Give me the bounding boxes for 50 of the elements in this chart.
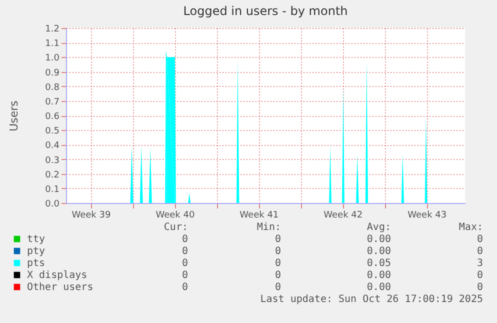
text: 0 [476, 234, 483, 245]
text: 0 [182, 270, 188, 281]
text: 0 [274, 270, 281, 281]
y-tick-label: 1.1 [45, 39, 60, 50]
text: 0.00 [366, 282, 391, 293]
legend-label: Other users [27, 282, 94, 293]
text: Min: [256, 222, 281, 233]
y-tick-label: 0.5 [45, 126, 60, 137]
x-tick-label: Week 43 [408, 210, 447, 220]
x-tick-label: Week 40 [156, 210, 195, 220]
text: 0 [274, 234, 281, 245]
y-tick-label: 0.7 [45, 97, 60, 108]
legend-label: pts [27, 258, 46, 269]
y-tick-label: 0.4 [45, 141, 60, 152]
text: Max: [458, 222, 483, 233]
text: 0 [274, 246, 281, 257]
text: 0 [274, 258, 281, 269]
x-tick-label: Week 39 [72, 210, 111, 220]
text: 0 [182, 246, 188, 257]
legend-label: pty [27, 246, 46, 257]
y-tick-label: 0.0 [45, 200, 60, 210]
y-tick-label: 1.2 [45, 24, 60, 34]
x-tick-label: Week 41 [240, 210, 279, 220]
y-tick-label: 0.2 [45, 170, 60, 180]
y-tick-label: 0.3 [45, 156, 60, 166]
text: 0.00 [366, 234, 391, 245]
y-axis-title: Users [8, 100, 20, 132]
y-tick-label: 1.0 [45, 54, 60, 64]
text: 0 [476, 282, 483, 293]
y-tick-label: 0.9 [45, 68, 60, 78]
x-tick-label: Week 42 [324, 210, 363, 220]
text: Last update: Sun Oct 26 17:00:19 2025 [260, 294, 483, 305]
text: Avg: [366, 222, 391, 233]
text: 0 [274, 282, 281, 293]
text: 0 [182, 258, 188, 269]
text: 3 [476, 258, 483, 269]
chart-title: Logged in users - by month [183, 4, 348, 18]
text: 0.05 [366, 258, 391, 269]
text: 0.00 [366, 246, 391, 257]
y-tick-label: 0.1 [45, 184, 60, 195]
text: 0 [476, 246, 483, 257]
text: 0 [476, 270, 483, 281]
text: 0.00 [366, 270, 391, 281]
y-tick-label: 0.8 [45, 82, 60, 93]
legend-label: tty [27, 234, 46, 245]
text: 0 [182, 282, 188, 293]
text: 0 [182, 234, 188, 245]
y-tick-label: 0.6 [45, 112, 60, 122]
text: Cur: [164, 222, 188, 233]
legend-label: X displays [27, 270, 88, 281]
